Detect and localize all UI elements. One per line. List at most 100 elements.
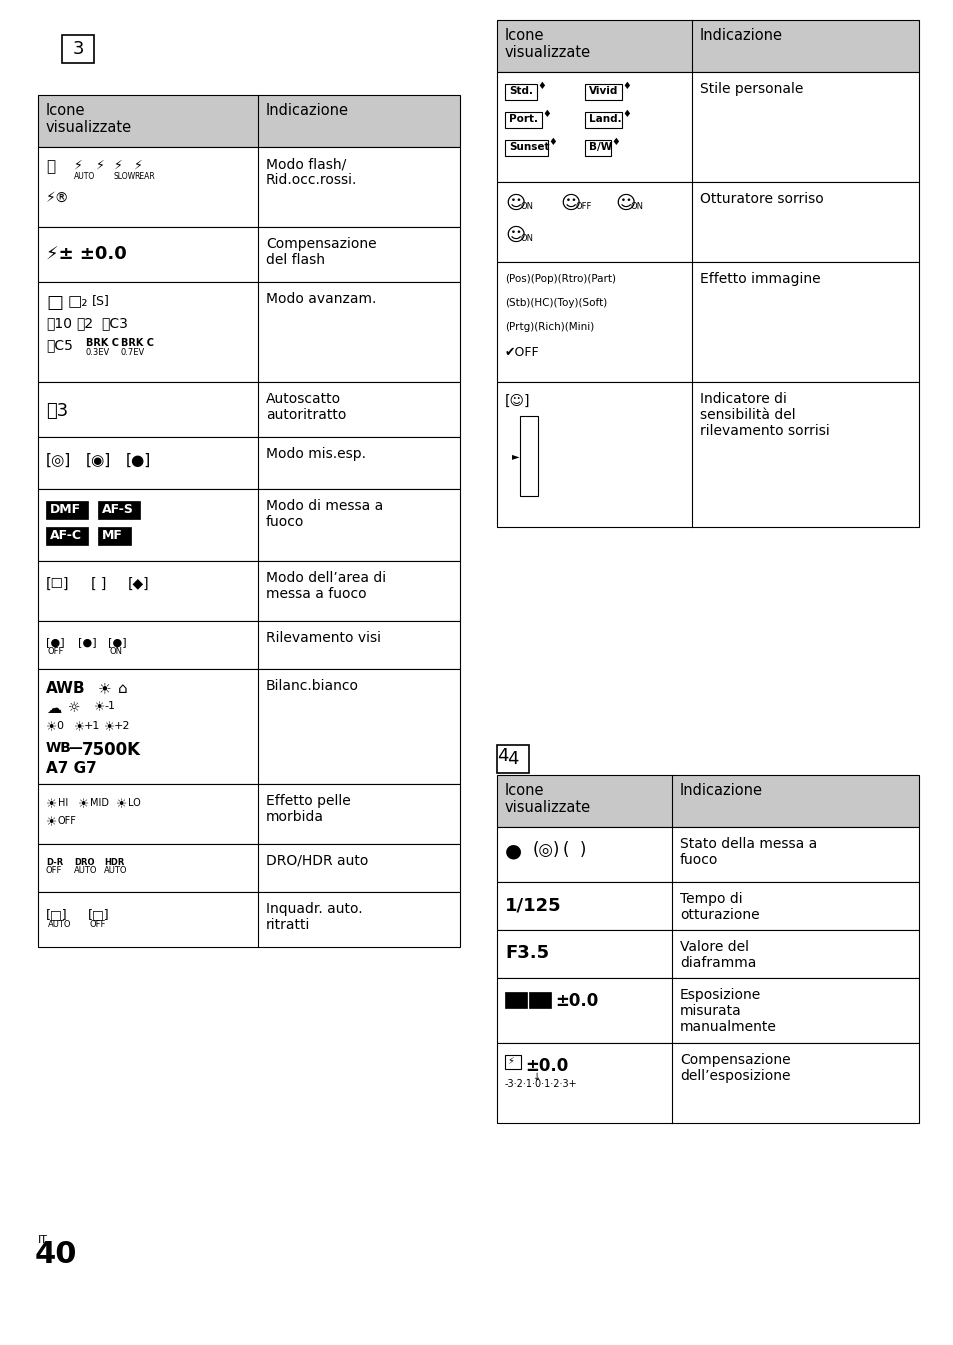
Text: (◎): (◎) (533, 841, 559, 859)
Text: OFF: OFF (48, 647, 64, 656)
Text: AF-C: AF-C (50, 529, 82, 542)
Text: [S]: [S] (91, 295, 110, 307)
Bar (46, 527, 88, 545)
Bar (497, 775, 918, 827)
Text: AUTO: AUTO (74, 866, 97, 876)
Text: ♦: ♦ (542, 109, 551, 118)
Text: —: — (68, 741, 82, 755)
Text: OFF: OFF (90, 920, 107, 929)
Text: ⌛3: ⌛3 (46, 402, 69, 420)
Text: Stato della messa a
fuoco: Stato della messa a fuoco (679, 837, 817, 868)
Text: ⌛C3: ⌛C3 (101, 316, 128, 330)
Text: Modo flash/
Rid.occ.rossi.: Modo flash/ Rid.occ.rossi. (266, 157, 357, 187)
Text: DRO: DRO (74, 858, 94, 868)
Bar (62, 35, 94, 63)
Text: 4: 4 (507, 751, 518, 768)
Text: AWB: AWB (46, 681, 86, 695)
Text: Esposizione
misurata
manualmente: Esposizione misurata manualmente (679, 989, 776, 1034)
Text: ON: ON (520, 234, 534, 243)
Bar (98, 527, 131, 545)
Text: ☀: ☀ (98, 681, 112, 695)
Text: A7 G7: A7 G7 (46, 761, 96, 776)
Text: [☐]: [☐] (46, 577, 70, 590)
Text: ☀: ☀ (46, 816, 57, 829)
Text: 1/125: 1/125 (504, 896, 561, 915)
Bar (38, 668, 459, 784)
Text: ⚡: ⚡ (506, 1056, 514, 1067)
Text: ☀: ☀ (46, 798, 57, 811)
Text: ✔OFF: ✔OFF (504, 346, 539, 359)
Text: Compensazione
del flash: Compensazione del flash (266, 237, 376, 268)
Text: MF: MF (102, 529, 123, 542)
Bar (38, 95, 459, 147)
Text: BRK C: BRK C (121, 338, 153, 348)
Text: Valore del
diaframma: Valore del diaframma (679, 940, 756, 970)
Text: [◆]: [◆] (128, 577, 150, 590)
Text: [☺]: [☺] (504, 394, 530, 408)
Text: ♦: ♦ (622, 109, 631, 118)
Text: ☀: ☀ (116, 798, 127, 811)
Bar (504, 140, 547, 156)
Text: ☀: ☀ (46, 721, 57, 734)
Text: WB: WB (46, 741, 71, 755)
Text: Modo mis.esp.: Modo mis.esp. (266, 447, 366, 461)
Text: BRK C: BRK C (86, 338, 119, 348)
Text: DRO/HDR auto: DRO/HDR auto (266, 854, 368, 868)
Text: ⚡: ⚡ (133, 159, 143, 172)
Text: ♦: ♦ (537, 81, 545, 91)
Text: ☀: ☀ (104, 721, 115, 734)
Text: Rilevamento visi: Rilevamento visi (266, 631, 380, 646)
Text: AF-S: AF-S (102, 503, 133, 516)
Text: ⚡: ⚡ (96, 159, 105, 172)
Text: □₂: □₂ (68, 295, 89, 309)
Bar (497, 262, 918, 382)
Text: Inquadr. auto.
ritratti: Inquadr. auto. ritratti (266, 902, 362, 932)
Text: Indicazione: Indicazione (266, 104, 349, 118)
Text: Modo avanzam.: Modo avanzam. (266, 292, 376, 307)
Text: ☺: ☺ (504, 194, 525, 213)
Text: F3.5: F3.5 (504, 944, 549, 962)
Text: Tempo di
otturazione: Tempo di otturazione (679, 892, 759, 923)
Text: Std.: Std. (509, 86, 533, 95)
Text: [●]: [●] (78, 638, 96, 647)
Text: OFF: OFF (58, 816, 77, 826)
Text: ☀: ☀ (94, 701, 105, 714)
Text: SLOW: SLOW (113, 172, 136, 182)
Bar (584, 83, 622, 100)
Bar (504, 1054, 520, 1069)
Bar (38, 784, 459, 845)
Text: ⌂: ⌂ (118, 681, 128, 695)
Text: Modo dell’area di
messa a fuoco: Modo dell’area di messa a fuoco (266, 572, 386, 601)
Text: [◎]: [◎] (46, 453, 71, 468)
Text: Icone
visualizzate: Icone visualizzate (46, 104, 132, 136)
Text: 0: 0 (56, 721, 63, 730)
Text: [ ]: [ ] (91, 577, 107, 590)
Text: D-R: D-R (46, 858, 63, 868)
Bar (38, 437, 459, 490)
Text: (  ): ( ) (562, 841, 586, 859)
Text: 7500K: 7500K (82, 741, 141, 759)
Bar (38, 621, 459, 668)
Bar (504, 112, 542, 128)
Text: ●: ● (504, 841, 521, 859)
Text: +1: +1 (84, 721, 100, 730)
Bar (38, 282, 459, 382)
Text: ON: ON (630, 202, 643, 211)
Text: Otturatore sorriso: Otturatore sorriso (700, 192, 822, 206)
Text: ♦: ♦ (547, 137, 557, 147)
Text: LO: LO (128, 798, 141, 808)
Text: (Prtg)(Rich)(Mini): (Prtg)(Rich)(Mini) (504, 321, 594, 332)
Text: ⌛10: ⌛10 (46, 316, 71, 330)
Bar (584, 112, 622, 128)
Text: ☁: ☁ (46, 701, 61, 716)
Text: Bilanc.bianco: Bilanc.bianco (266, 679, 358, 693)
Bar (98, 500, 140, 519)
Text: +2: +2 (113, 721, 131, 730)
Text: Icone
visualizzate: Icone visualizzate (504, 783, 591, 815)
Text: IT: IT (38, 1235, 48, 1245)
Bar (38, 382, 459, 437)
Bar (497, 1042, 918, 1123)
Text: AUTO: AUTO (74, 172, 95, 182)
Text: Ⓢ: Ⓢ (46, 159, 55, 174)
Bar (38, 845, 459, 892)
